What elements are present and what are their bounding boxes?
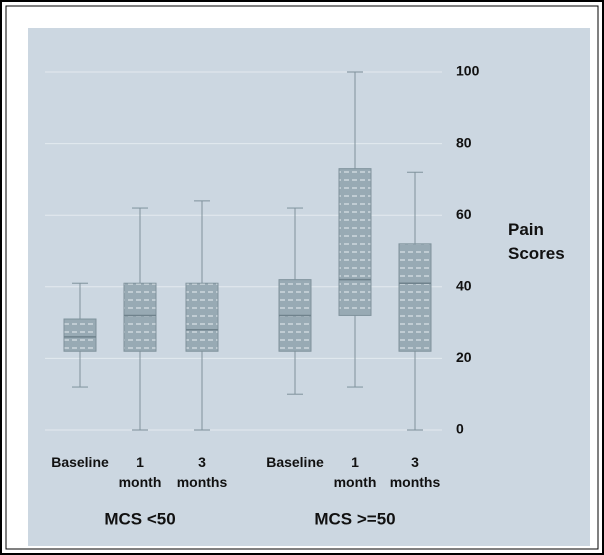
y-tick-label: 60	[456, 206, 472, 222]
box	[338, 168, 372, 316]
y-tick-label: 0	[456, 421, 464, 437]
group-label: MCS >=50	[314, 509, 395, 528]
y-tick-label: 100	[456, 63, 480, 79]
y-axis-label: Pain Scores	[508, 220, 565, 263]
x-tick-label: 3 months	[177, 454, 228, 490]
y-tick-label: 80	[456, 134, 472, 150]
x-tick-label: 3 months	[390, 454, 441, 490]
group-label: MCS <50	[104, 509, 175, 528]
x-tick-label: Baseline	[51, 454, 109, 470]
x-tick-label: 1 month	[334, 454, 377, 490]
y-tick-label: 20	[456, 349, 472, 365]
y-tick-label: 40	[456, 278, 472, 294]
box	[63, 318, 97, 352]
x-tick-label: 1 month	[119, 454, 162, 490]
x-tick-label: Baseline	[266, 454, 324, 470]
box	[185, 282, 219, 352]
box	[398, 243, 432, 352]
box	[123, 282, 157, 352]
